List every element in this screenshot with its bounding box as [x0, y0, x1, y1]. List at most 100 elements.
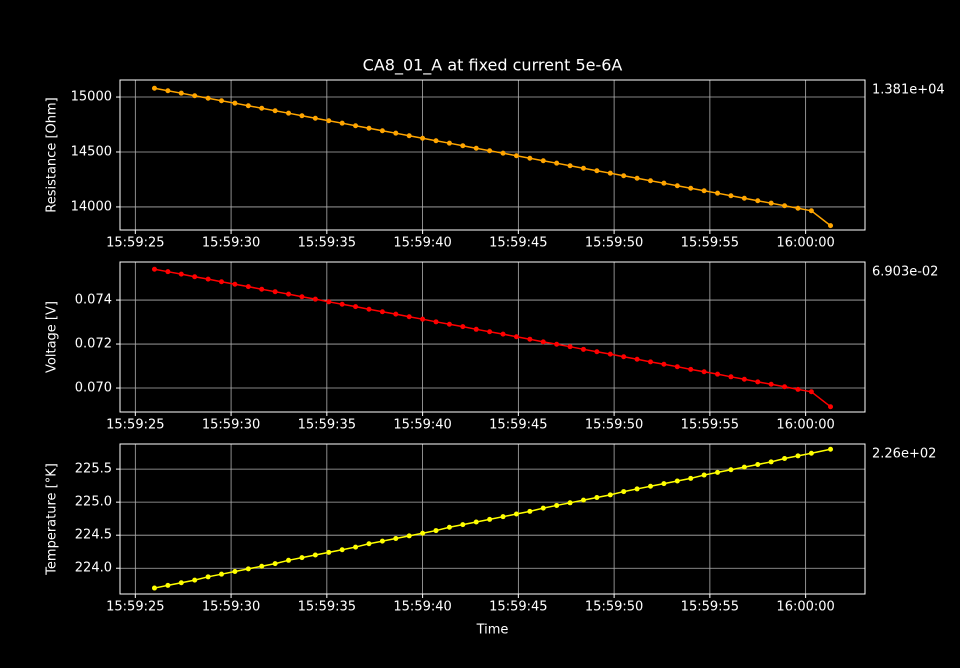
- data-point: [178, 90, 184, 96]
- data-point: [178, 580, 184, 586]
- data-point: [634, 175, 640, 181]
- data-point: [245, 284, 251, 290]
- y-tick-label: 224.0: [75, 561, 112, 576]
- data-point: [353, 304, 359, 310]
- data-point: [808, 208, 814, 214]
- data-point: [406, 314, 412, 320]
- data-point: [446, 321, 452, 327]
- x-tick-label: 15:59:50: [585, 236, 643, 251]
- data-point: [433, 319, 439, 325]
- data-point: [286, 110, 292, 116]
- x-tick-label: 15:59:30: [202, 236, 260, 251]
- data-point: [648, 483, 654, 489]
- data-point: [151, 585, 157, 591]
- data-point: [272, 108, 278, 114]
- x-tick-label: 16:00:00: [776, 418, 834, 433]
- data-point: [728, 467, 734, 473]
- data-point: [205, 95, 211, 101]
- data-point: [755, 198, 761, 204]
- data-point: [513, 334, 519, 340]
- data-point: [366, 125, 372, 131]
- data-point: [567, 344, 573, 350]
- x-tick-label: 15:59:40: [393, 418, 451, 433]
- data-point: [232, 100, 238, 106]
- data-point: [607, 351, 613, 357]
- data-point: [379, 128, 385, 134]
- y-tick-label: 224.5: [75, 528, 112, 543]
- data-point: [420, 530, 426, 536]
- data-point: [151, 85, 157, 91]
- data-point: [487, 329, 493, 335]
- data-point: [621, 354, 627, 360]
- y-tick-label: 0.074: [75, 293, 112, 308]
- data-point: [299, 113, 305, 119]
- data-point: [473, 326, 479, 332]
- x-tick-label: 15:59:45: [489, 236, 547, 251]
- data-point: [688, 475, 694, 481]
- data-point: [339, 301, 345, 307]
- data-point: [715, 190, 721, 196]
- x-tick-label: 15:59:30: [202, 600, 260, 615]
- data-point: [205, 574, 211, 580]
- data-point: [728, 193, 734, 199]
- x-tick-label: 15:59:55: [681, 600, 739, 615]
- data-point: [312, 296, 318, 302]
- data-point: [768, 459, 774, 465]
- data-point: [286, 557, 292, 563]
- axes-frame: [119, 443, 866, 595]
- data-point: [701, 369, 707, 375]
- data-point: [688, 366, 694, 372]
- data-point: [828, 404, 834, 410]
- data-point: [353, 544, 359, 550]
- data-point: [580, 497, 586, 503]
- data-point: [634, 356, 640, 362]
- axes-frame: [119, 261, 866, 413]
- data-point: [312, 552, 318, 558]
- x-tick-label: 15:59:50: [585, 600, 643, 615]
- data-point: [594, 168, 600, 174]
- data-point: [312, 115, 318, 121]
- data-point: [299, 555, 305, 561]
- data-point: [379, 538, 385, 544]
- data-point: [741, 195, 747, 201]
- data-point: [326, 118, 332, 124]
- data-point: [433, 138, 439, 144]
- data-point: [661, 481, 667, 487]
- x-tick-label: 15:59:55: [681, 418, 739, 433]
- data-point: [272, 289, 278, 295]
- data-point: [674, 478, 680, 484]
- data-point: [540, 158, 546, 164]
- data-point: [741, 376, 747, 382]
- data-point: [808, 389, 814, 395]
- data-point: [500, 150, 506, 156]
- data-point: [259, 286, 265, 292]
- data-point: [259, 105, 265, 111]
- data-point: [674, 183, 680, 189]
- y-axis-label: Resistance [Ohm]: [45, 97, 60, 212]
- x-tick-label: 15:59:45: [489, 600, 547, 615]
- data-point: [286, 291, 292, 297]
- data-point: [513, 511, 519, 517]
- data-point: [393, 130, 399, 136]
- data-point: [768, 200, 774, 206]
- data-point: [473, 519, 479, 525]
- data-point: [259, 563, 265, 569]
- chart-title: CA8_01_A at fixed current 5e-6A: [363, 56, 623, 76]
- y-tick-label: 0.072: [75, 337, 112, 352]
- data-point: [460, 324, 466, 330]
- data-point: [433, 528, 439, 534]
- data-point: [473, 145, 479, 151]
- data-point: [728, 374, 734, 380]
- data-point: [648, 359, 654, 365]
- data-point: [828, 223, 834, 229]
- data-point: [607, 170, 613, 176]
- data-point: [232, 569, 238, 575]
- data-point: [554, 502, 560, 508]
- data-point: [460, 522, 466, 528]
- data-point: [527, 336, 533, 342]
- data-point: [487, 516, 493, 522]
- data-point: [513, 153, 519, 159]
- x-axis-label: Time: [476, 623, 509, 638]
- data-point: [594, 495, 600, 501]
